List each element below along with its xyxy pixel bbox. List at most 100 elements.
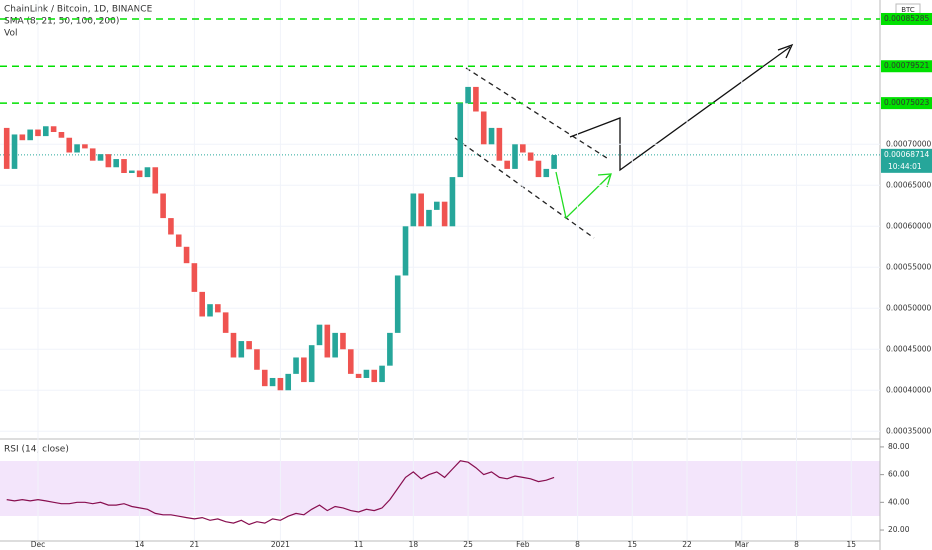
x-tick-label: 8 bbox=[794, 540, 799, 549]
y-tick-label: 0.00070000 bbox=[886, 139, 932, 148]
candle-body bbox=[105, 154, 112, 168]
candle-body bbox=[551, 154, 557, 169]
level-label: 0.00085285 bbox=[884, 14, 930, 23]
candle-body bbox=[441, 201, 448, 227]
candle-body bbox=[324, 324, 331, 358]
candle-body bbox=[473, 86, 479, 112]
y-tick-label: 0.00050000 bbox=[886, 303, 932, 312]
candle-body bbox=[496, 127, 503, 161]
candle-body bbox=[527, 152, 534, 161]
x-tick-label: 8 bbox=[575, 540, 580, 549]
candle-body bbox=[74, 144, 80, 153]
y-tick-label: 0.00060000 bbox=[886, 221, 932, 230]
rsi-line bbox=[6, 460, 555, 526]
x-tick-label: 15 bbox=[628, 540, 638, 549]
candle-body bbox=[43, 126, 49, 137]
candle-body bbox=[332, 332, 338, 358]
candle-body bbox=[316, 324, 323, 346]
candle-body bbox=[35, 129, 41, 137]
candle-body bbox=[465, 86, 471, 104]
candle-body bbox=[340, 332, 346, 350]
candle-body bbox=[363, 369, 370, 378]
rsi-band bbox=[0, 461, 880, 516]
rsi-tick-label: 40.00 bbox=[888, 497, 910, 506]
candle-body bbox=[144, 167, 151, 178]
candle-body bbox=[50, 126, 57, 133]
candle-body bbox=[97, 154, 104, 161]
currency: BTC bbox=[901, 6, 915, 14]
candle-body bbox=[89, 148, 96, 161]
rsi-label: RSI (14, close) bbox=[4, 445, 69, 455]
rsi-tick-label: 20.00 bbox=[888, 525, 910, 534]
candle-body bbox=[488, 127, 495, 145]
candle-body bbox=[215, 304, 221, 313]
level-tag bbox=[881, 12, 932, 25]
candle-body bbox=[82, 144, 88, 149]
x-tick-label: Dec bbox=[31, 540, 46, 549]
candle-body bbox=[191, 263, 198, 292]
last-price: 0.00068714 bbox=[884, 150, 930, 159]
candle-body bbox=[504, 160, 510, 169]
candle-body bbox=[308, 345, 315, 383]
y-tick-label: 0.00065000 bbox=[886, 180, 932, 189]
candle-body bbox=[168, 218, 174, 235]
indicator-label: SMA (8, 21, 50, 100, 200) bbox=[4, 17, 119, 27]
y-tick-label: 0.00045000 bbox=[886, 344, 932, 353]
rsi-tick-label: 80.00 bbox=[888, 442, 910, 451]
candle-body bbox=[520, 144, 526, 153]
arrow-head bbox=[777, 43, 794, 59]
candle-body bbox=[238, 341, 245, 358]
candle-body bbox=[512, 144, 518, 169]
candle-body bbox=[293, 357, 299, 374]
candle-body bbox=[199, 291, 205, 317]
countdown: 10:44:01 bbox=[888, 162, 922, 171]
candle-body bbox=[66, 137, 73, 153]
candle-body bbox=[19, 134, 26, 141]
level-label: 0.00075023 bbox=[884, 98, 930, 107]
candle-body bbox=[11, 134, 18, 169]
candle-body bbox=[222, 312, 229, 333]
level-label: 0.00079521 bbox=[884, 61, 930, 70]
x-tick-label: 2021 bbox=[271, 540, 290, 549]
candle-body bbox=[113, 159, 119, 168]
candle-body bbox=[301, 357, 307, 383]
candle-body bbox=[426, 209, 432, 227]
candle-body bbox=[543, 168, 550, 178]
chart-title: ChainLink / Bitcoin, 1D, BINANCE bbox=[4, 5, 153, 15]
x-tick-label: 15 bbox=[846, 540, 856, 549]
candle-body bbox=[160, 193, 166, 219]
green-arrow bbox=[555, 171, 611, 220]
candle-body bbox=[410, 193, 417, 227]
x-tick-label: 22 bbox=[682, 540, 692, 549]
candle-body bbox=[434, 201, 440, 210]
candle-body bbox=[254, 349, 260, 370]
candle-body bbox=[387, 332, 393, 366]
candle-body bbox=[58, 132, 65, 138]
candle-body bbox=[3, 127, 10, 169]
candle-body bbox=[121, 159, 127, 173]
candle-body bbox=[269, 377, 276, 387]
candle-body bbox=[207, 304, 213, 317]
level-tag bbox=[881, 60, 932, 73]
candle-body bbox=[379, 365, 385, 383]
candle-body bbox=[285, 373, 292, 391]
price-tag bbox=[881, 148, 932, 173]
candle-body bbox=[394, 275, 401, 333]
x-tick-label: 18 bbox=[409, 540, 419, 549]
y-tick-label: 0.00035000 bbox=[886, 426, 932, 435]
candle-body bbox=[457, 103, 464, 178]
candle-body bbox=[175, 234, 182, 247]
candle-body bbox=[152, 167, 159, 194]
y-tick-label: 0.00055000 bbox=[886, 262, 932, 271]
x-tick-label: 11 bbox=[354, 540, 364, 549]
candle-body bbox=[246, 341, 252, 350]
rsi-tick-label: 60.00 bbox=[888, 470, 910, 479]
candle-body bbox=[371, 369, 378, 383]
x-tick-label: Mar bbox=[735, 540, 750, 549]
candle-body bbox=[129, 170, 135, 173]
candle-body bbox=[480, 111, 487, 145]
candle-body bbox=[449, 177, 456, 227]
channel bbox=[454, 67, 611, 239]
candle-body bbox=[355, 373, 362, 378]
